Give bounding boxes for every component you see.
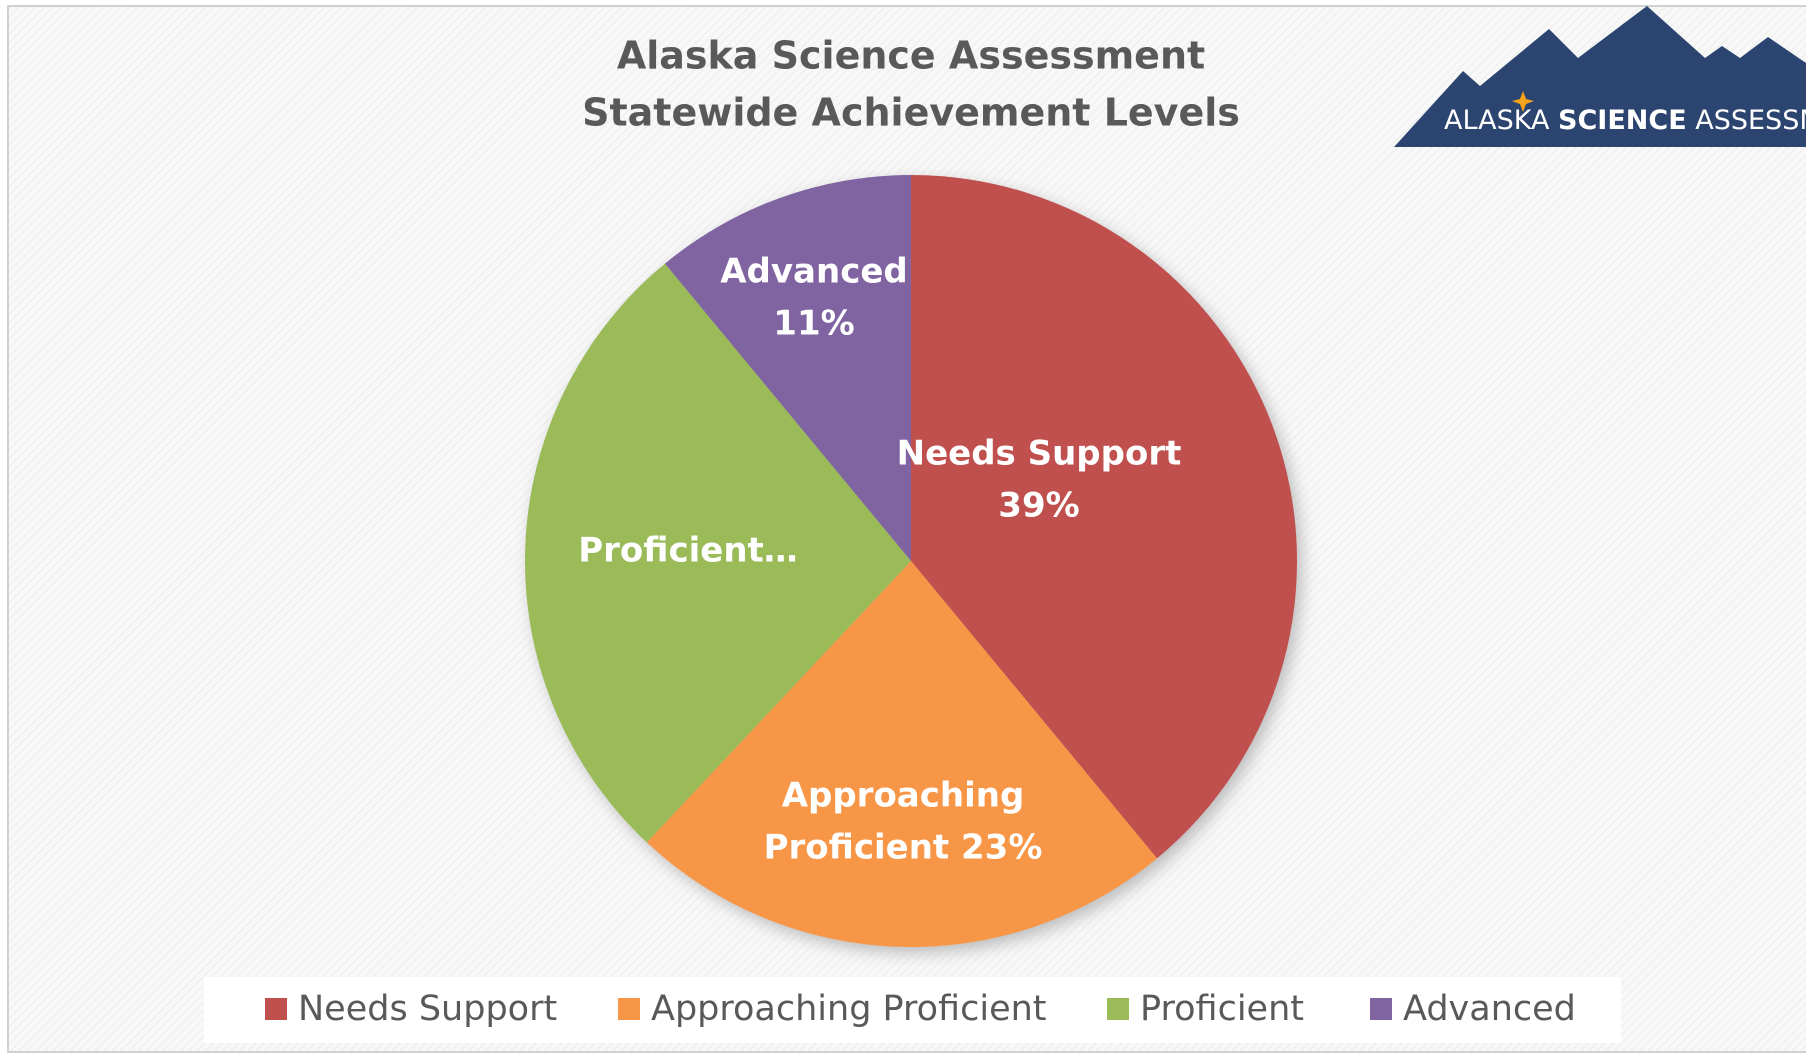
data-label: Approaching: [782, 776, 1025, 816]
legend-label: Advanced: [1403, 989, 1576, 1029]
data-label: 11%: [773, 304, 854, 344]
data-label: Advanced: [720, 252, 908, 292]
pie-slice: [525, 263, 911, 843]
pie-slice: [646, 561, 1158, 947]
pie-slice: [664, 175, 911, 561]
logo-mountains: [1394, 6, 1806, 147]
data-label: 39%: [998, 486, 1079, 526]
logo: ALASKA SCIENCE ASSESSMENT: [1394, 6, 1806, 147]
pie-slice: [911, 175, 1297, 859]
chart-title: Alaska Science Assessment: [617, 34, 1205, 78]
data-label: Needs Support: [897, 434, 1182, 474]
legend-swatch: [618, 998, 640, 1020]
chart-title: Statewide Achievement Levels: [582, 91, 1240, 135]
legend-label: Needs Support: [298, 989, 557, 1029]
logo-word: ALASKA: [1444, 105, 1550, 136]
logo-star: [1512, 91, 1534, 112]
logo-word: ASSESSMENT: [1695, 105, 1806, 136]
legend-label: Approaching Proficient: [651, 989, 1047, 1029]
legend-swatch: [1107, 998, 1129, 1020]
legend-label: Proficient: [1140, 989, 1304, 1029]
legend-swatch: [1370, 998, 1392, 1020]
data-label: Proficient 23%: [764, 828, 1043, 868]
data-label: Proficient…: [578, 531, 798, 571]
logo-word: SCIENCE: [1558, 105, 1687, 136]
legend-swatch: [265, 998, 287, 1020]
logo-text: ALASKA SCIENCE ASSESSMENT: [1444, 105, 1806, 136]
